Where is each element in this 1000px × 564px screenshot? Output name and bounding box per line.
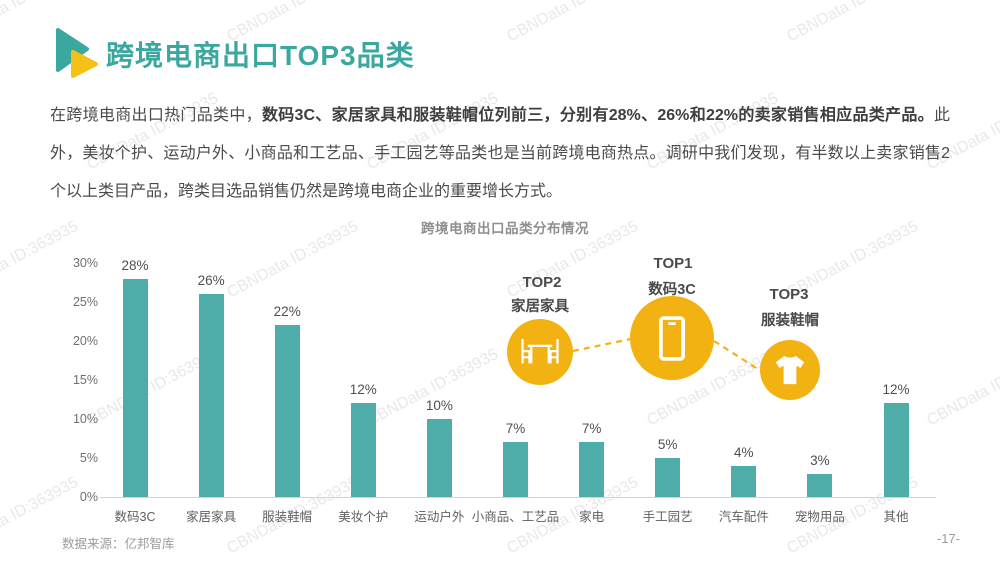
play-triangles-icon — [56, 28, 98, 78]
y-axis-label: 30% — [72, 256, 98, 270]
bar-category-label: 其他 — [883, 510, 909, 524]
bar-value-label: 3% — [810, 452, 830, 468]
y-axis-label: 0% — [79, 490, 98, 504]
bar-chart: 跨境电商出口品类分布情况 0% 5% 10% 15% 20% 25% 30% 28% 数码3C… — [60, 215, 950, 527]
bar — [274, 325, 300, 497]
chart-title: 跨境电商出口品类分布情况 — [421, 221, 589, 236]
y-axis-label: 25% — [72, 295, 98, 309]
bar — [655, 458, 681, 497]
top1-rank-label: TOP1 — [653, 255, 693, 272]
top3-category-name: 服装鞋帽 — [761, 313, 819, 329]
bar-category-label: 汽车配件 — [718, 510, 769, 524]
bar-value-label: 26% — [197, 273, 225, 289]
page-number: -17- — [936, 531, 960, 546]
y-axis-label: 20% — [72, 334, 98, 348]
bar-value-label: 10% — [425, 398, 453, 413]
bar-value-label: 7% — [581, 421, 602, 437]
bar-value-label: 12% — [882, 382, 910, 398]
smartphone-icon — [659, 315, 685, 361]
intro-bold-text: 数码3C、家居家具和服装鞋帽位列前三，分别有28%、26%和22%的卖家销售相应… — [261, 107, 934, 124]
bar-value-label: 28% — [121, 257, 149, 273]
y-axis-label: 15% — [72, 373, 98, 387]
top2-category-name: 家居家具 — [511, 299, 569, 315]
top2-rank-label: TOP2 — [522, 274, 562, 291]
bar — [503, 442, 528, 497]
x-axis-line — [100, 497, 936, 498]
top1-category-name: 数码3C — [648, 282, 696, 298]
bar-category-label: 家居家具 — [186, 510, 237, 524]
page-title: 跨境电商出口TOP3品类 — [106, 40, 415, 71]
bar-category-label: 美妆个护 — [338, 510, 389, 524]
bar-category-label: 服装鞋帽 — [262, 510, 313, 524]
intro-normal-text: 在跨境电商出口热门品类中， — [50, 107, 262, 124]
watermark-text: CBNData ID:363935 — [504, 0, 642, 46]
bar-category-label: 宠物用品 — [794, 510, 845, 524]
bar — [198, 294, 224, 497]
header: 跨境电商出口TOP3品类 — [56, 28, 415, 80]
bar-value-label: 12% — [349, 382, 377, 398]
intro-rest-text: 此外，美妆个护、运动户外、小商品和工艺品、手工园艺等品类也是当前跨境电商热点。调… — [50, 107, 950, 200]
bar — [350, 403, 376, 497]
top3-rank-label: TOP3 — [769, 286, 809, 303]
bar-value-label: 22% — [273, 304, 301, 320]
bar — [122, 278, 148, 497]
bar-category-label: 数码3C — [114, 510, 156, 524]
top3-circle — [760, 340, 820, 400]
bar-category-label: 小商品、工艺品 — [471, 510, 560, 524]
top2-circle — [507, 319, 573, 385]
bar-value-label: 7% — [505, 421, 526, 437]
bar-category-label: 手工园艺 — [642, 510, 693, 524]
bar — [426, 419, 452, 497]
watermark-text: CBNData ID:363935 — [784, 0, 922, 46]
y-axis-label: 10% — [72, 412, 98, 426]
bar — [579, 442, 605, 497]
tshirt-icon — [775, 355, 805, 385]
footer-source: 数据来源：亿邦智库 — [62, 537, 175, 551]
bar-value-label: 4% — [734, 444, 754, 460]
intro-paragraph: 在跨境电商出口热门品类中，数码3C、家居家具和服装鞋帽位列前三，分别有28%、2… — [50, 97, 950, 211]
furniture-icon — [521, 338, 559, 364]
bar-category-label: 运动户外 — [414, 510, 465, 524]
bar-category-label: 家电 — [579, 510, 605, 524]
top1-circle — [630, 296, 714, 380]
bar-value-label: 5% — [657, 437, 678, 452]
bar — [883, 403, 909, 497]
y-axis-label: 5% — [79, 451, 98, 465]
bar — [731, 465, 757, 497]
bar — [807, 473, 833, 497]
connector-line — [713, 340, 762, 372]
connector-line — [572, 337, 632, 353]
